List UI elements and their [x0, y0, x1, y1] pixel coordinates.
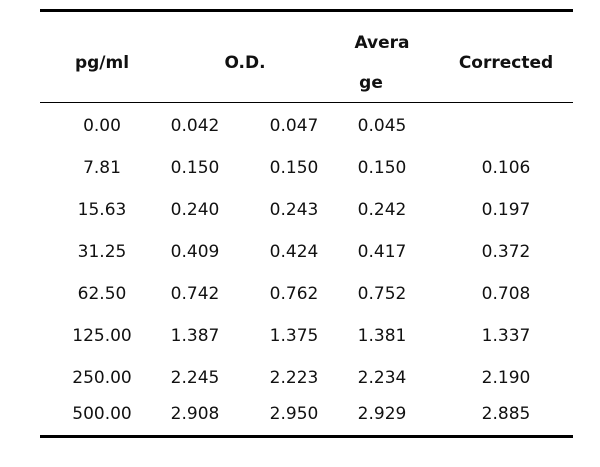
- cell-od-1: 0.042: [170, 116, 220, 136]
- table-row: 250.00 2.245 2.223 2.234 2.190: [40, 358, 573, 398]
- table-row: 500.00 2.908 2.950 2.929 2.885: [40, 394, 573, 434]
- cell-od-1: 2.245: [170, 368, 220, 388]
- cell-corrected: 0.197: [481, 200, 531, 220]
- cell-average: 2.929: [357, 404, 407, 424]
- header-average-line1: Avera: [354, 33, 410, 53]
- cell-od-1: 1.387: [170, 326, 220, 346]
- cell-concentration: 62.50: [77, 284, 127, 304]
- header-od: O.D.: [224, 53, 266, 73]
- table-row: 31.25 0.409 0.424 0.417 0.372: [40, 232, 573, 272]
- cell-od-1: 2.908: [170, 404, 220, 424]
- cell-average: 0.045: [357, 116, 407, 136]
- cell-od-2: 2.950: [269, 404, 319, 424]
- cell-od-2: 0.762: [269, 284, 319, 304]
- cell-od-2: 0.243: [269, 200, 319, 220]
- cell-average: 1.381: [357, 326, 407, 346]
- table-bottom-rule: [40, 435, 573, 438]
- cell-average: 0.752: [357, 284, 407, 304]
- cell-concentration: 125.00: [72, 326, 132, 346]
- cell-od-2: 0.424: [269, 242, 319, 262]
- cell-concentration: 15.63: [77, 200, 127, 220]
- cell-od-1: 0.150: [170, 158, 220, 178]
- table-row: 7.81 0.150 0.150 0.150 0.106: [40, 148, 573, 188]
- cell-od-1: 0.742: [170, 284, 220, 304]
- cell-average: 0.417: [357, 242, 407, 262]
- header-average-line2: ge: [359, 73, 383, 93]
- cell-od-1: 0.409: [170, 242, 220, 262]
- cell-concentration: 7.81: [83, 158, 121, 178]
- table-row: 62.50 0.742 0.762 0.752 0.708: [40, 274, 573, 314]
- table-header-rule: [40, 102, 573, 103]
- header-corrected: Corrected: [458, 53, 554, 73]
- cell-average: 0.150: [357, 158, 407, 178]
- cell-average: 0.242: [357, 200, 407, 220]
- cell-average: 2.234: [357, 368, 407, 388]
- cell-concentration: 31.25: [77, 242, 127, 262]
- cell-concentration: 0.00: [83, 116, 121, 136]
- cell-concentration: 500.00: [72, 404, 132, 424]
- cell-concentration: 250.00: [72, 368, 132, 388]
- cell-od-2: 2.223: [269, 368, 319, 388]
- table-row: 0.00 0.042 0.047 0.045: [40, 106, 573, 146]
- cell-corrected: 0.372: [481, 242, 531, 262]
- cell-od-1: 0.240: [170, 200, 220, 220]
- table-top-rule: [40, 9, 573, 12]
- header-concentration: pg/ml: [74, 53, 130, 73]
- cell-od-2: 0.047: [269, 116, 319, 136]
- cell-corrected: 1.337: [481, 326, 531, 346]
- table-row: 15.63 0.240 0.243 0.242 0.197: [40, 190, 573, 230]
- cell-od-2: 0.150: [269, 158, 319, 178]
- cell-corrected: 2.190: [481, 368, 531, 388]
- cell-corrected: 2.885: [481, 404, 531, 424]
- table-row: 125.00 1.387 1.375 1.381 1.337: [40, 316, 573, 356]
- cell-corrected: 0.106: [481, 158, 531, 178]
- cell-od-2: 1.375: [269, 326, 319, 346]
- cell-corrected: 0.708: [481, 284, 531, 304]
